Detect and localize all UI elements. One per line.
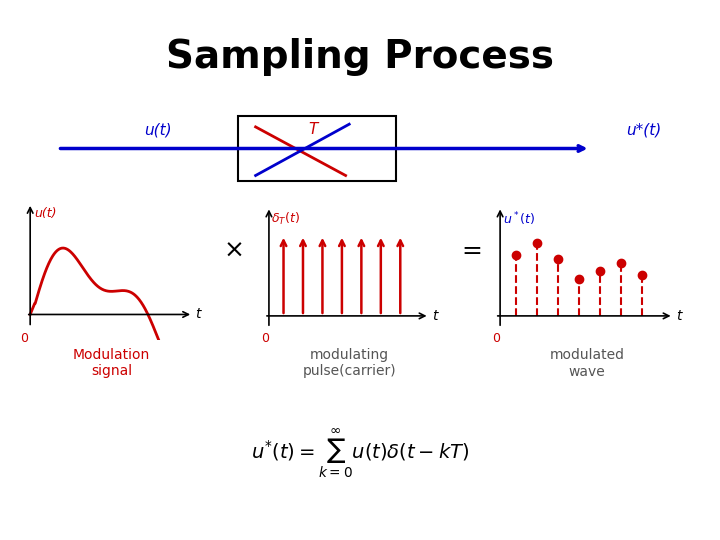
Text: Modulation
signal: Modulation signal [73,348,150,379]
Text: $u^*(t)$: $u^*(t)$ [503,211,535,228]
Text: 0: 0 [19,332,28,345]
Text: $\delta_T(t)$: $\delta_T(t)$ [271,211,300,227]
Text: 0: 0 [492,332,500,345]
Text: Sampling Process: Sampling Process [166,38,554,76]
Text: =: = [462,239,482,263]
Text: $t$: $t$ [676,309,684,323]
Text: ×: × [223,239,245,263]
Text: T: T [308,122,318,137]
Text: modulating
pulse(carrier): modulating pulse(carrier) [302,348,396,379]
Text: $u^{*}(t) = \sum_{k=0}^{\infty} u(t)\delta(t - kT)$: $u^{*}(t) = \sum_{k=0}^{\infty} u(t)\del… [251,427,469,481]
Text: $t$: $t$ [432,309,440,323]
Bar [238,116,396,181]
Text: u(t): u(t) [35,207,57,220]
Text: $t$: $t$ [195,307,203,321]
Text: modulated
wave: modulated wave [549,348,624,379]
Text: u(t): u(t) [145,123,172,138]
Text: u*(t): u*(t) [626,123,662,138]
Text: 0: 0 [261,332,269,345]
